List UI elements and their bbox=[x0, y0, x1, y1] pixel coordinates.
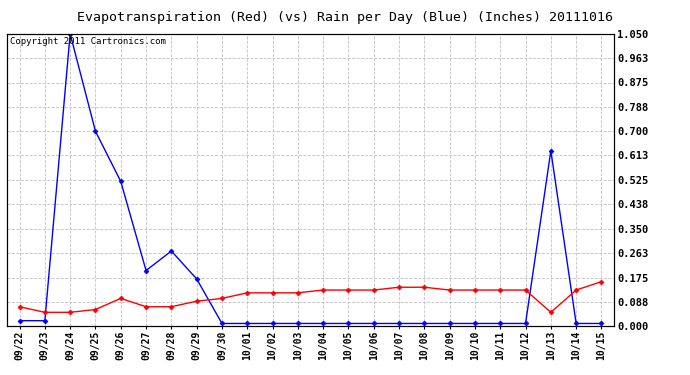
Text: Copyright 2011 Cartronics.com: Copyright 2011 Cartronics.com bbox=[10, 37, 166, 46]
Text: Evapotranspiration (Red) (vs) Rain per Day (Blue) (Inches) 20111016: Evapotranspiration (Red) (vs) Rain per D… bbox=[77, 11, 613, 24]
